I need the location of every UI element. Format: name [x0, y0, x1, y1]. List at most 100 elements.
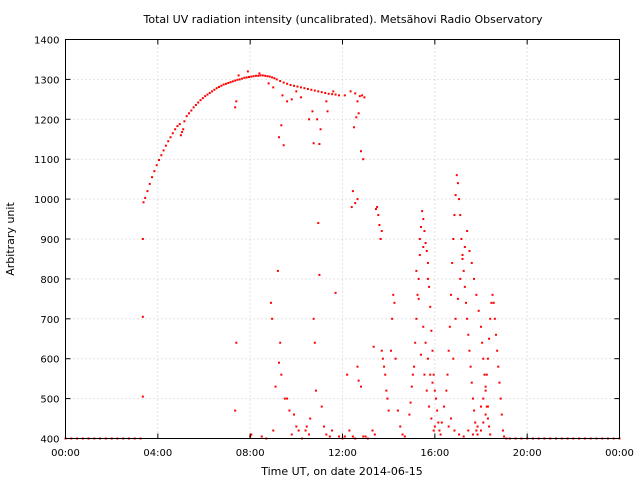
data-point [211, 90, 214, 93]
data-point [363, 96, 366, 99]
data-point [326, 110, 329, 113]
data-point [481, 341, 484, 344]
data-point [268, 75, 271, 78]
data-point [426, 261, 429, 264]
data-point [227, 81, 230, 84]
data-point [492, 301, 495, 304]
data-point [343, 435, 346, 438]
data-point [482, 357, 485, 360]
data-point [378, 224, 381, 227]
data-point [269, 301, 272, 304]
data-point [461, 257, 464, 260]
data-point [278, 361, 281, 364]
data-point [224, 82, 227, 85]
y-tick-label: 700 [40, 315, 59, 326]
data-point [254, 74, 257, 77]
data-point [310, 88, 313, 91]
data-point [194, 103, 197, 106]
y-tick-label: 500 [40, 395, 59, 406]
data-point [313, 341, 316, 344]
data-point [295, 425, 298, 428]
data-point [374, 208, 377, 211]
data-point [197, 101, 200, 104]
data-point [474, 421, 477, 424]
data-point [261, 74, 264, 77]
data-point [491, 293, 494, 296]
data-point [484, 413, 487, 416]
data-point [236, 78, 239, 81]
data-point [306, 87, 309, 90]
data-point [278, 136, 281, 139]
data-point [148, 182, 151, 185]
x-tick-label: 00:00 [605, 448, 634, 459]
data-point [164, 144, 167, 147]
data-point [141, 315, 144, 318]
data-point [356, 365, 359, 368]
x-tick-label: 12:00 [328, 448, 357, 459]
data-point [155, 164, 158, 167]
data-point [433, 389, 436, 392]
data-point [231, 80, 234, 83]
data-point [299, 86, 302, 89]
data-point [399, 425, 402, 428]
x-tick-label: 04:00 [143, 448, 172, 459]
data-point [480, 405, 482, 408]
y-tick-label: 1400 [34, 36, 59, 47]
data-point [275, 78, 278, 81]
x-axis-label: Time UT, on date 2014-06-15 [260, 465, 423, 478]
data-point [260, 435, 263, 438]
data-point [295, 90, 298, 93]
data-point [429, 373, 432, 376]
data-point [459, 277, 462, 280]
data-point [142, 201, 145, 204]
data-point [190, 109, 193, 112]
data-point [384, 373, 387, 376]
data-point [305, 425, 308, 428]
data-point [403, 435, 406, 438]
y-tick-label: 400 [40, 435, 59, 446]
data-point [358, 95, 361, 98]
data-point [467, 333, 470, 336]
data-point [313, 89, 316, 92]
data-point [188, 112, 190, 115]
data-point [497, 365, 500, 368]
data-point [215, 87, 218, 90]
data-point [391, 317, 394, 320]
data-point [331, 93, 334, 96]
data-point [483, 373, 486, 376]
data-point [359, 385, 362, 388]
data-point [495, 333, 497, 336]
data-point [167, 140, 170, 143]
data-point [485, 405, 488, 408]
data-point [438, 429, 441, 432]
data-point [350, 206, 353, 209]
data-point [220, 84, 223, 87]
x-tick-label: 16:00 [420, 448, 449, 459]
data-point [144, 196, 147, 199]
data-point [288, 409, 291, 412]
data-point [423, 230, 426, 233]
data-point [271, 76, 274, 79]
data-point [346, 373, 349, 376]
data-point [243, 76, 246, 79]
data-point [422, 245, 425, 248]
data-point [162, 149, 165, 152]
data-point [462, 269, 465, 272]
data-point [289, 83, 292, 86]
data-point [229, 81, 232, 84]
data-point [380, 230, 383, 233]
y-tick-label: 1100 [34, 155, 59, 166]
data-point [327, 92, 330, 95]
data-point [418, 253, 421, 256]
data-point [454, 194, 457, 197]
data-point [446, 373, 449, 376]
data-point [396, 409, 399, 412]
data-point [430, 329, 433, 332]
data-point [452, 238, 455, 240]
data-point [222, 83, 225, 86]
data-point [338, 435, 341, 438]
data-point [436, 409, 439, 412]
data-point [250, 75, 253, 78]
data-point [486, 417, 489, 420]
data-point [279, 341, 282, 344]
